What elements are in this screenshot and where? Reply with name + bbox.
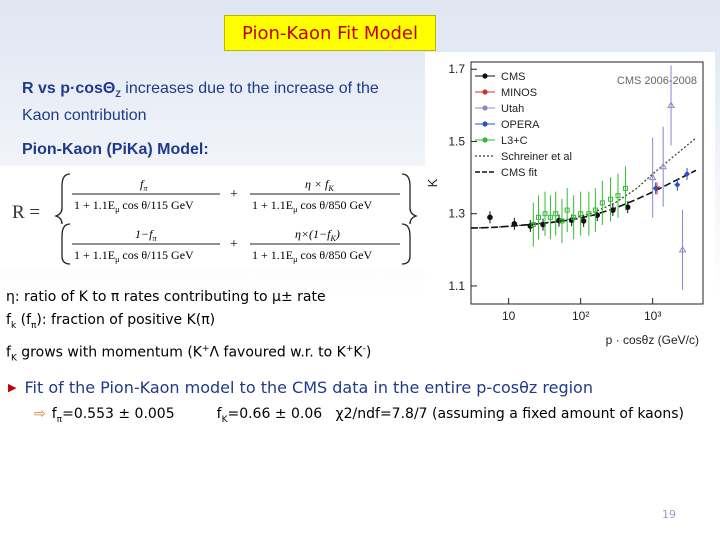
definitions: η: ratio of K to π rates contributing to… xyxy=(6,286,421,370)
point-cms xyxy=(511,221,518,227)
fpi-value: =0.553 ± 0.005 xyxy=(62,406,175,422)
point-cms xyxy=(580,218,587,224)
legend-label: CMS xyxy=(501,71,525,83)
x-axis-label: p · cosθz (GeV/c) xyxy=(606,333,699,347)
den-2: 1 + 1.1Eμ cos θ/850 GeV xyxy=(252,198,372,214)
intro-line1-sub: Z xyxy=(115,89,121,100)
x-tick-label: 10³ xyxy=(644,309,661,323)
intro-line2: Kaon contribution xyxy=(22,107,147,125)
point-l3c xyxy=(530,222,536,228)
point-l3c xyxy=(571,214,577,220)
formula-R: R = xyxy=(12,202,41,223)
num-one-minus-fpi: 1−fπ xyxy=(135,227,157,243)
bullet-fit: ▶ Fit of the Pion-Kaon model to the CMS d… xyxy=(8,378,593,397)
x-tick-label: 10² xyxy=(572,309,589,323)
point-l3c xyxy=(586,211,592,217)
den-4: 1 + 1.1Eμ cos θ/850 GeV xyxy=(252,248,372,264)
y-tick-label: 1.1 xyxy=(448,279,465,293)
def-eta: η: ratio of K to π rates contributing to… xyxy=(6,289,326,305)
formula-svg: fπ η × fK 1−fπ η×(1−fK) 1 + 1.1Eμ cos θ/… xyxy=(53,173,419,265)
bullet-fit-text: Fit of the Pion-Kaon model to the CMS da… xyxy=(24,378,593,397)
plus-1: + xyxy=(230,187,238,202)
fk-value: =0.66 ± 0.06 xyxy=(227,406,323,422)
point-opera xyxy=(684,170,691,177)
den-3: 1 + 1.1Eμ cos θ/115 GeV xyxy=(74,248,194,264)
intro-text: R vs p·cosΘZ increases due to the increa… xyxy=(22,78,432,126)
point-utah xyxy=(678,245,687,253)
brace-left-bottom xyxy=(61,223,71,265)
slide-title: Pion-Kaon Fit Model xyxy=(224,15,436,51)
model-title: Pion-Kaon (PiKa) Model: xyxy=(22,141,209,158)
legend-label: CMS fit xyxy=(501,167,537,179)
point-opera xyxy=(674,181,681,188)
legend-swatch-marker xyxy=(482,121,488,127)
point-l3c xyxy=(608,196,614,202)
point-cms xyxy=(568,217,575,224)
num-fpi: fπ xyxy=(140,177,148,193)
num-eta-one-minus-fk: η×(1−fK) xyxy=(295,227,340,243)
point-cms xyxy=(540,221,546,228)
point-cms xyxy=(624,204,631,210)
brace-left-top xyxy=(53,173,71,225)
point-l3c xyxy=(553,211,559,217)
formula-panel: R = fπ η × fK 1−fπ η×(1−fK) 1 + 1.1Eμ co… xyxy=(0,166,425,270)
point-utah xyxy=(667,101,675,108)
legend-label: MINOS xyxy=(501,87,537,99)
point-l3c xyxy=(623,185,629,191)
point-l3c xyxy=(592,207,598,213)
legend-swatch-marker xyxy=(482,137,488,143)
y-axis-label: K xyxy=(425,178,440,187)
legend-label: Schreiner et al xyxy=(501,151,572,163)
point-utah xyxy=(659,162,668,170)
brace-right-bottom xyxy=(401,223,411,265)
chart-svg: 1.1 1.3 1.5 1.7 10 10² 10³ Kp · cosθz (GeV/c) CM… xyxy=(425,61,704,347)
brace-right-top xyxy=(401,173,419,225)
bullet-arrow-icon: ▶ xyxy=(8,381,17,394)
point-cms xyxy=(610,207,616,213)
y-tick-label: 1.7 xyxy=(448,62,465,76)
y-tick-label: 1.5 xyxy=(448,134,465,148)
plus-2: + xyxy=(230,237,238,252)
legend-label: L3+C xyxy=(501,135,528,147)
x-tick-label: 10 xyxy=(502,309,516,323)
bullet-fit-values: ⇨ fπ=0.553 ± 0.005 fK=0.66 ± 0.06 χ2/ndf=7… xyxy=(34,406,684,425)
intro-line1-rest: increases due to the increase of the xyxy=(120,80,379,97)
def-fk-grows: fK grows with momentum (K+Λ favoured w.r… xyxy=(6,343,372,364)
y-tick-label: 1.3 xyxy=(448,207,465,221)
legend-label: OPERA xyxy=(501,119,540,131)
intro-line1: R vs p·cosΘ xyxy=(22,80,116,97)
legend-swatch-marker xyxy=(482,89,488,95)
point-opera xyxy=(652,185,659,192)
legend-label: Utah xyxy=(501,103,524,115)
hollow-arrow-icon: ⇨ xyxy=(34,406,46,422)
point-l3c xyxy=(542,211,548,217)
legend-swatch-marker xyxy=(482,73,488,79)
legend-swatch-marker xyxy=(482,105,488,111)
point-l3c xyxy=(547,214,553,220)
point-l3c xyxy=(564,207,570,213)
slide-title-text: Pion-Kaon Fit Model xyxy=(242,22,418,44)
page-number: 19 xyxy=(662,508,676,521)
chi2-value: χ2/ndf=7.8/7 (assuming a fixed amount of… xyxy=(335,406,684,422)
num-eta-fk: η × fK xyxy=(305,177,334,193)
point-l3c xyxy=(578,211,584,217)
def-fk: fk (fπ): fraction of positive K(π) xyxy=(6,312,216,331)
plot-frame xyxy=(470,61,704,305)
chart-annotation: CMS 2006-2008 xyxy=(617,75,697,87)
den-1: 1 + 1.1Eμ cos θ/115 GeV xyxy=(74,198,194,214)
point-utah xyxy=(648,173,657,181)
point-l3c xyxy=(559,218,565,224)
point-cms xyxy=(527,223,534,229)
point-cms xyxy=(487,214,493,221)
point-l3c xyxy=(536,214,542,220)
point-l3c xyxy=(599,200,605,206)
point-l3c xyxy=(615,193,621,199)
